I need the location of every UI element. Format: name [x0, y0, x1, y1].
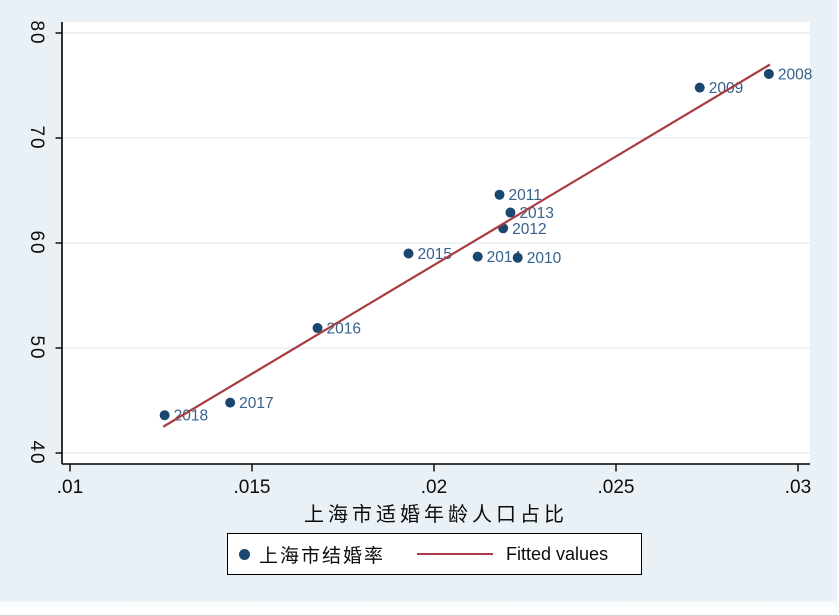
legend-line-sample-icon — [417, 552, 494, 556]
x-tick-label: .01 — [57, 477, 83, 498]
y-tick-label: 60 — [26, 230, 47, 255]
legend-label-fitted: Fitted values — [506, 543, 609, 564]
data-point — [505, 207, 516, 218]
legend-box: 上海市结婚率 Fitted values — [227, 533, 642, 575]
data-point — [694, 82, 705, 93]
data-point-year-label: 2018 — [174, 408, 208, 425]
fitted-line — [162, 63, 771, 428]
x-tick-label: .03 — [785, 477, 811, 498]
data-point-year-label: 2008 — [778, 66, 812, 83]
x-tick-label: .02 — [421, 477, 447, 498]
x-tick-label: .015 — [234, 477, 271, 498]
data-point — [512, 252, 523, 263]
legend-label-scatter: 上海市结婚率 — [259, 545, 386, 567]
data-point — [403, 248, 414, 259]
data-point — [494, 189, 505, 200]
x-tick-label: .025 — [598, 477, 635, 498]
data-point-year-label: 2013 — [519, 205, 553, 222]
graph-canvas: 40 50 60 70 80.01.015.02.025.03 2008 2009 2010 2… — [0, 0, 837, 601]
data-point-year-label: 2014 — [487, 249, 522, 266]
data-point — [472, 251, 483, 262]
scatter-chart: 4050607080.01.015.02.025.032008200920102… — [26, 20, 812, 498]
y-tick-label: 70 — [26, 125, 47, 150]
data-point-year-label: 2015 — [418, 246, 452, 263]
y-tick-label: 40 — [26, 440, 47, 465]
x-axis-title: 上海市适婚年龄人口占比 — [304, 504, 568, 526]
data-point — [225, 397, 236, 408]
data-point-year-label: 2017 — [239, 395, 273, 412]
y-tick-label: 80 — [26, 20, 47, 45]
y-tick-label: 50 — [26, 335, 47, 360]
data-point-year-label: 2011 — [509, 187, 542, 204]
data-point-year-label: 2016 — [327, 321, 361, 338]
data-point — [159, 410, 170, 421]
window-bottom-strip — [0, 601, 839, 616]
data-point — [763, 68, 774, 79]
data-point-year-label: 2010 — [527, 250, 562, 267]
data-point — [312, 323, 323, 334]
data-point-year-label: 2012 — [512, 221, 546, 238]
legend-marker-dot-icon — [239, 548, 250, 560]
